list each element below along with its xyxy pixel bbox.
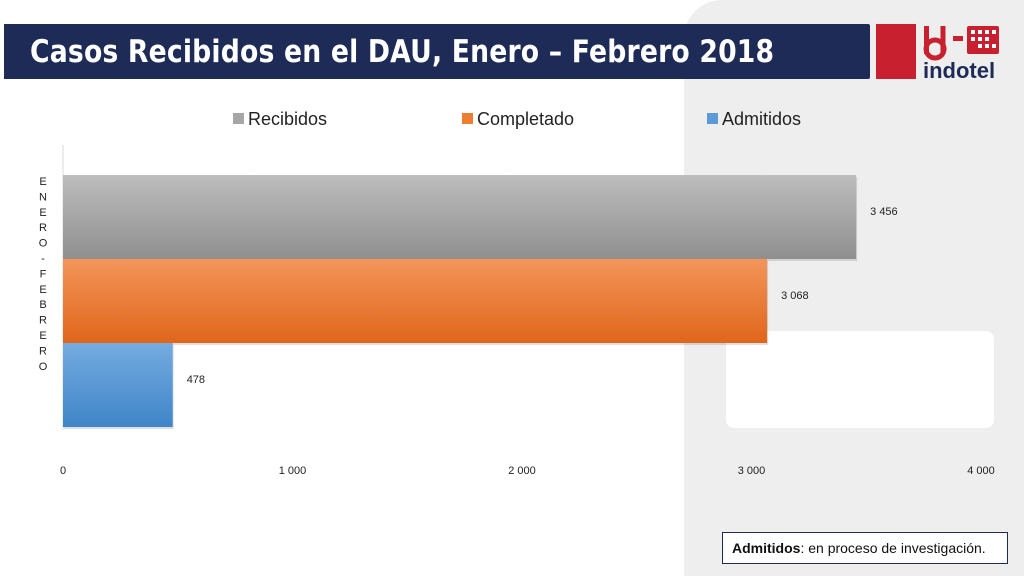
x-tick-label: 2 000: [508, 465, 536, 477]
category-label-letter: R: [39, 345, 47, 357]
data-label-admitidos: 478: [187, 374, 205, 386]
note-text: : en proceso de investigación.: [800, 540, 986, 556]
category-label-letter: R: [39, 315, 47, 327]
title-bar: [0, 24, 870, 79]
category-label-letter: E: [39, 284, 46, 296]
category-label-letter: R: [39, 222, 47, 234]
title-accent: [0, 24, 4, 79]
data-label-recibidos: 3 456: [870, 206, 898, 218]
chart-legend: Recibidos Completado Admitidos: [233, 109, 801, 129]
bar-completado: [63, 259, 768, 343]
bar-recibidos: [63, 175, 857, 259]
note-box: Admitidos: en proceso de investigación.: [722, 532, 1008, 564]
x-axis-ticks: 0 1 000 2 000 3 000 4 000: [60, 465, 995, 477]
x-tick-label: 4 000: [967, 465, 995, 477]
category-label-letter: E: [39, 176, 46, 188]
bars-group: 3 456 3 068 478: [63, 175, 898, 429]
background-card: [726, 331, 994, 428]
x-tick-label: 3 000: [738, 465, 766, 477]
category-label-letter: E: [39, 207, 46, 219]
logo-text: indotel: [923, 58, 995, 83]
category-label-letter: E: [39, 330, 46, 342]
page-title: Casos Recibidos en el DAU, Enero – Febre…: [30, 34, 775, 70]
indotel-logo: indotel: [923, 26, 999, 83]
category-label-letter: N: [39, 191, 47, 203]
category-label-letter: B: [39, 299, 46, 311]
logo-red-block: [876, 24, 916, 79]
category-label-letter: O: [39, 238, 48, 250]
category-label-letter: O: [39, 361, 48, 373]
legend-label-recibidos: Recibidos: [248, 109, 327, 129]
legend-swatch-admitidos: [707, 113, 718, 124]
legend-swatch-completado: [462, 113, 473, 124]
bar-chart: Recibidos Completado Admitidos ENERO-FEBRE…: [39, 109, 995, 477]
note-term: Admitidos: [732, 540, 801, 556]
bar-admitidos: [63, 343, 173, 427]
category-label-letter: -: [41, 253, 45, 265]
x-tick-label: 1 000: [279, 465, 307, 477]
category-label-letter: F: [40, 268, 47, 280]
data-label-completado: 3 068: [781, 290, 809, 302]
x-tick-label: 0: [60, 465, 66, 477]
legend-swatch-recibidos: [233, 113, 244, 124]
legend-label-admitidos: Admitidos: [722, 109, 801, 129]
legend-label-completado: Completado: [477, 109, 574, 129]
